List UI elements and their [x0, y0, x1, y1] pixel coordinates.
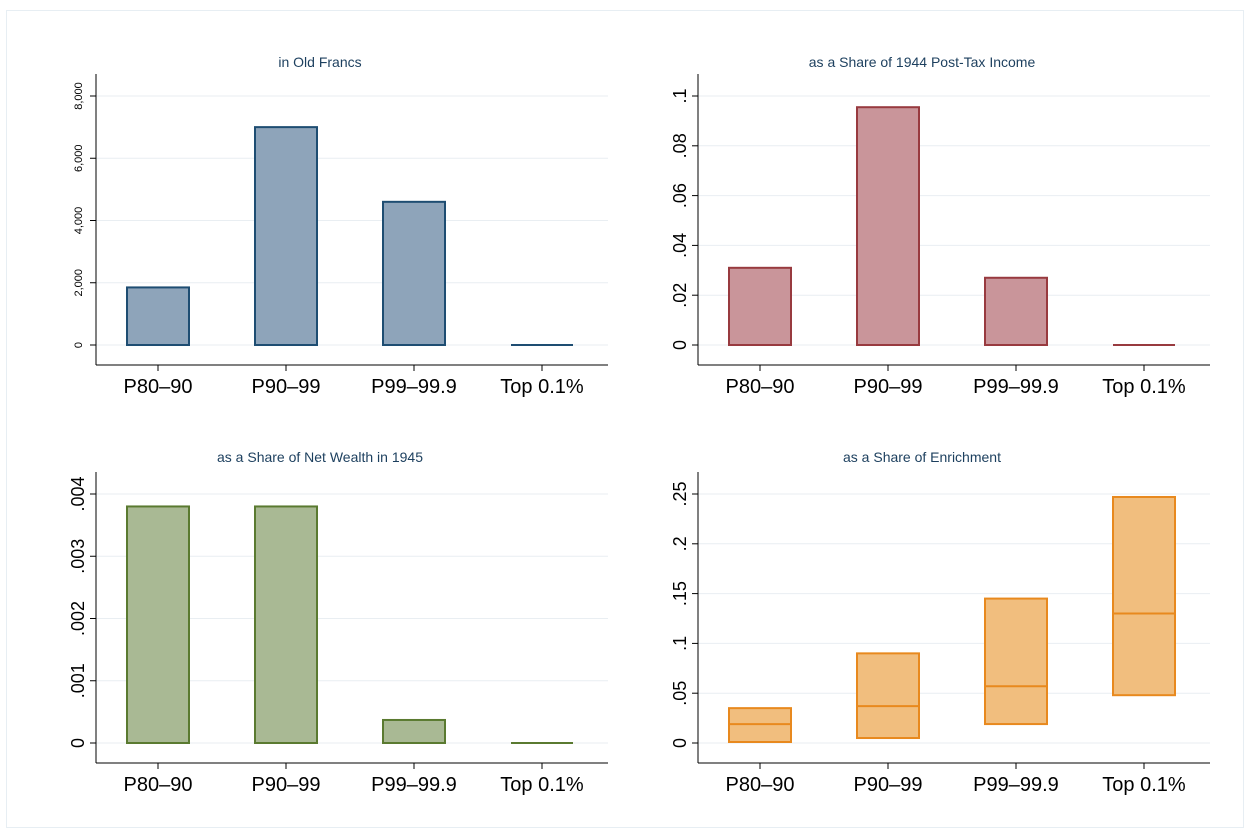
- x-tick-label: P99–99.9: [371, 376, 457, 398]
- bar: [126, 505, 190, 744]
- bar: [254, 505, 318, 744]
- x-tick-label: Top 0.1%: [1102, 376, 1186, 398]
- y-tick-label: .15: [670, 581, 690, 606]
- bar: [856, 106, 920, 346]
- x-tick-label: Top 0.1%: [1102, 774, 1186, 796]
- y-tick-label: .002: [68, 601, 88, 636]
- x-tick-label: P80–90: [726, 376, 795, 398]
- y-tick-label: 6,000: [73, 144, 85, 172]
- chart-title: as a Share of Enrichment: [843, 449, 1001, 465]
- chart-panel-net-wealth: as a Share of Net Wealth in 1945 0 .001 .0…: [20, 438, 620, 838]
- y-tick-label: .2: [670, 536, 690, 551]
- x-tick-label: P99–99.9: [973, 376, 1059, 398]
- chart-title: as a Share of Net Wealth in 1945: [217, 449, 423, 465]
- x-tick-label: P90–99: [252, 774, 321, 796]
- bar: [126, 286, 190, 346]
- x-tick-label: P99–99.9: [371, 774, 457, 796]
- range-bar: [984, 597, 1048, 726]
- y-tick-label: .08: [670, 133, 690, 158]
- y-tick-label: 0: [68, 738, 88, 748]
- x-tick-label: P80–90: [726, 774, 795, 796]
- y-tick-label: .001: [68, 663, 88, 698]
- y-tick-label: .02: [670, 283, 690, 308]
- bar: [984, 276, 1048, 347]
- y-tick-label: .1: [670, 636, 690, 651]
- y-tick-label: 0: [670, 738, 690, 748]
- x-tick-label: P99–99.9: [973, 774, 1059, 796]
- y-tick-label: 4,000: [73, 207, 85, 235]
- chart-title: in Old Francs: [278, 54, 362, 70]
- y-tick-label: .06: [670, 183, 690, 208]
- x-tick-label: P80–90: [124, 376, 193, 398]
- y-tick-label: .04: [670, 233, 690, 258]
- x-tick-label: P80–90: [124, 774, 193, 796]
- y-tick-label: 2,000: [73, 269, 85, 297]
- range-bar: [856, 652, 920, 740]
- chart-title: as a Share of 1944 Post-Tax Income: [808, 54, 1036, 70]
- y-tick-label: .003: [68, 539, 88, 574]
- y-tick-label: 8,000: [73, 82, 85, 110]
- chart-svg: 0 2,000 4,000 6,000 8,000 P80–90 P90–99 P99–99.…: [73, 74, 608, 398]
- x-tick-label: Top 0.1%: [500, 376, 584, 398]
- y-tick-label: .25: [670, 481, 690, 506]
- x-tick-label: P90–99: [854, 376, 923, 398]
- x-tick-label: P90–99: [854, 774, 923, 796]
- y-tick-label: 0: [73, 342, 85, 348]
- chart-svg: 0 .001 .002 .003 .004 P80–90 P90–99 P99–99.9 Top…: [68, 472, 608, 796]
- bar: [254, 126, 318, 346]
- x-tick-label: P90–99: [252, 376, 321, 398]
- chart-svg: 0 .02 .04 .06 .08 .1 P80–90 P90–99 P99–99.9 Top 0…: [670, 74, 1210, 398]
- chart-panel-enrichment: as a Share of Enrichment 0 .05 .1 .15 .2 .25 P…: [622, 438, 1222, 838]
- bar: [382, 718, 446, 744]
- y-tick-label: .1: [670, 88, 690, 103]
- chart-panel-post-tax-income: as a Share of 1944 Post-Tax Income 0 .02.…: [622, 40, 1222, 440]
- y-tick-label: .004: [68, 476, 88, 511]
- chart-panel-old-francs: in Old Francs 0 2,000 4,000 6,000 8,000 P80–9…: [20, 40, 620, 440]
- bar: [728, 266, 792, 346]
- y-tick-label: 0: [670, 340, 690, 350]
- chart-svg: 0 .05 .1 .15 .2 .25 P80–90 P90–99 P99–99.9 Top 0.…: [670, 472, 1210, 796]
- bar: [382, 200, 446, 346]
- range-bar: [1112, 495, 1176, 697]
- y-tick-label: .05: [670, 681, 690, 706]
- x-tick-label: Top 0.1%: [500, 774, 584, 796]
